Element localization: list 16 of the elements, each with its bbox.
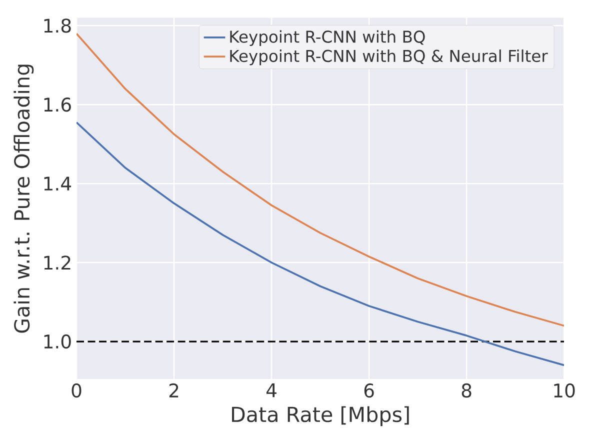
line-series xyxy=(76,121,564,366)
x-tick-label: 6 xyxy=(364,383,374,398)
x-tick-label: 10 xyxy=(554,383,575,398)
x-tick-label: 4 xyxy=(266,383,276,398)
y-axis-title: Gain w.r.t. Pure Offloading xyxy=(14,64,34,333)
legend-label: Keypoint R-CNN with BQ & Neural Filter xyxy=(230,49,548,66)
x-tick-label: 8 xyxy=(462,383,472,398)
y-tick-label: 1.0 xyxy=(44,334,71,349)
x-tick-label: 2 xyxy=(169,383,178,398)
y-tick-label: 1.4 xyxy=(44,176,72,190)
y-tick-label: 1.6 xyxy=(44,97,71,112)
legend-label: Keypoint R-CNN with BQ xyxy=(230,30,425,46)
y-tick-label: 1.2 xyxy=(44,256,70,270)
y-tick-label: 1.8 xyxy=(44,18,71,33)
x-axis-title: Data Rate [Mbps] xyxy=(232,406,409,426)
x-tick-label: 0 xyxy=(72,383,82,398)
